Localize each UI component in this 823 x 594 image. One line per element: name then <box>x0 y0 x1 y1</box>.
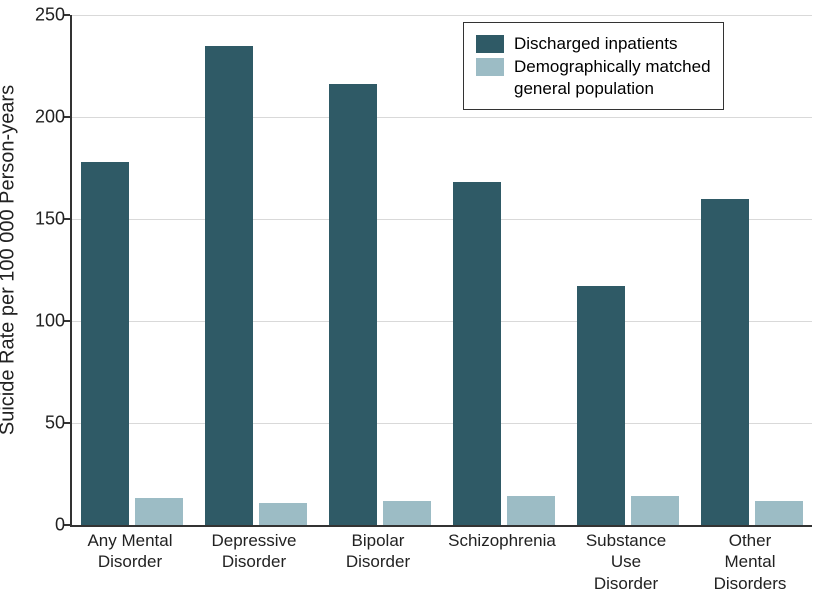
legend-label: Discharged inpatients <box>514 33 677 54</box>
bar <box>135 498 183 525</box>
ytick-label: 100 <box>15 311 65 332</box>
xtick-label: SubstanceUseDisorder <box>556 530 696 594</box>
bar <box>577 286 625 525</box>
xtick-label: Any MentalDisorder <box>60 530 200 573</box>
bar <box>701 199 749 525</box>
legend-item: Discharged inpatients <box>476 33 711 54</box>
xtick-label: BipolarDisorder <box>308 530 448 573</box>
ytick-label: 150 <box>15 209 65 230</box>
bar <box>81 162 129 525</box>
ytick-label: 200 <box>15 107 65 128</box>
bar <box>453 182 501 525</box>
xtick-label: DepressiveDisorder <box>184 530 324 573</box>
gridline <box>72 117 812 118</box>
bar <box>205 46 253 525</box>
ytick-label: 0 <box>15 515 65 536</box>
bar <box>383 501 431 525</box>
bar <box>631 496 679 525</box>
bar <box>755 501 803 525</box>
legend-label: Demographically matchedgeneral populatio… <box>514 56 711 99</box>
bar <box>507 496 555 525</box>
gridline <box>72 15 812 16</box>
y-axis-label: Suicide Rate per 100 000 Person-years <box>0 85 20 435</box>
suicide-rate-bar-chart: Suicide Rate per 100 000 Person-years 0 5… <box>0 0 823 589</box>
legend-item: Demographically matchedgeneral populatio… <box>476 56 711 99</box>
legend: Discharged inpatientsDemographically mat… <box>463 22 724 110</box>
ytick-label: 250 <box>15 5 65 26</box>
legend-swatch <box>476 58 504 76</box>
bar <box>259 503 307 525</box>
xtick-label: Schizophrenia <box>432 530 572 551</box>
ytick-label: 50 <box>15 413 65 434</box>
legend-swatch <box>476 35 504 53</box>
xtick-label: OtherMentalDisorders <box>680 530 820 594</box>
bar <box>329 84 377 525</box>
